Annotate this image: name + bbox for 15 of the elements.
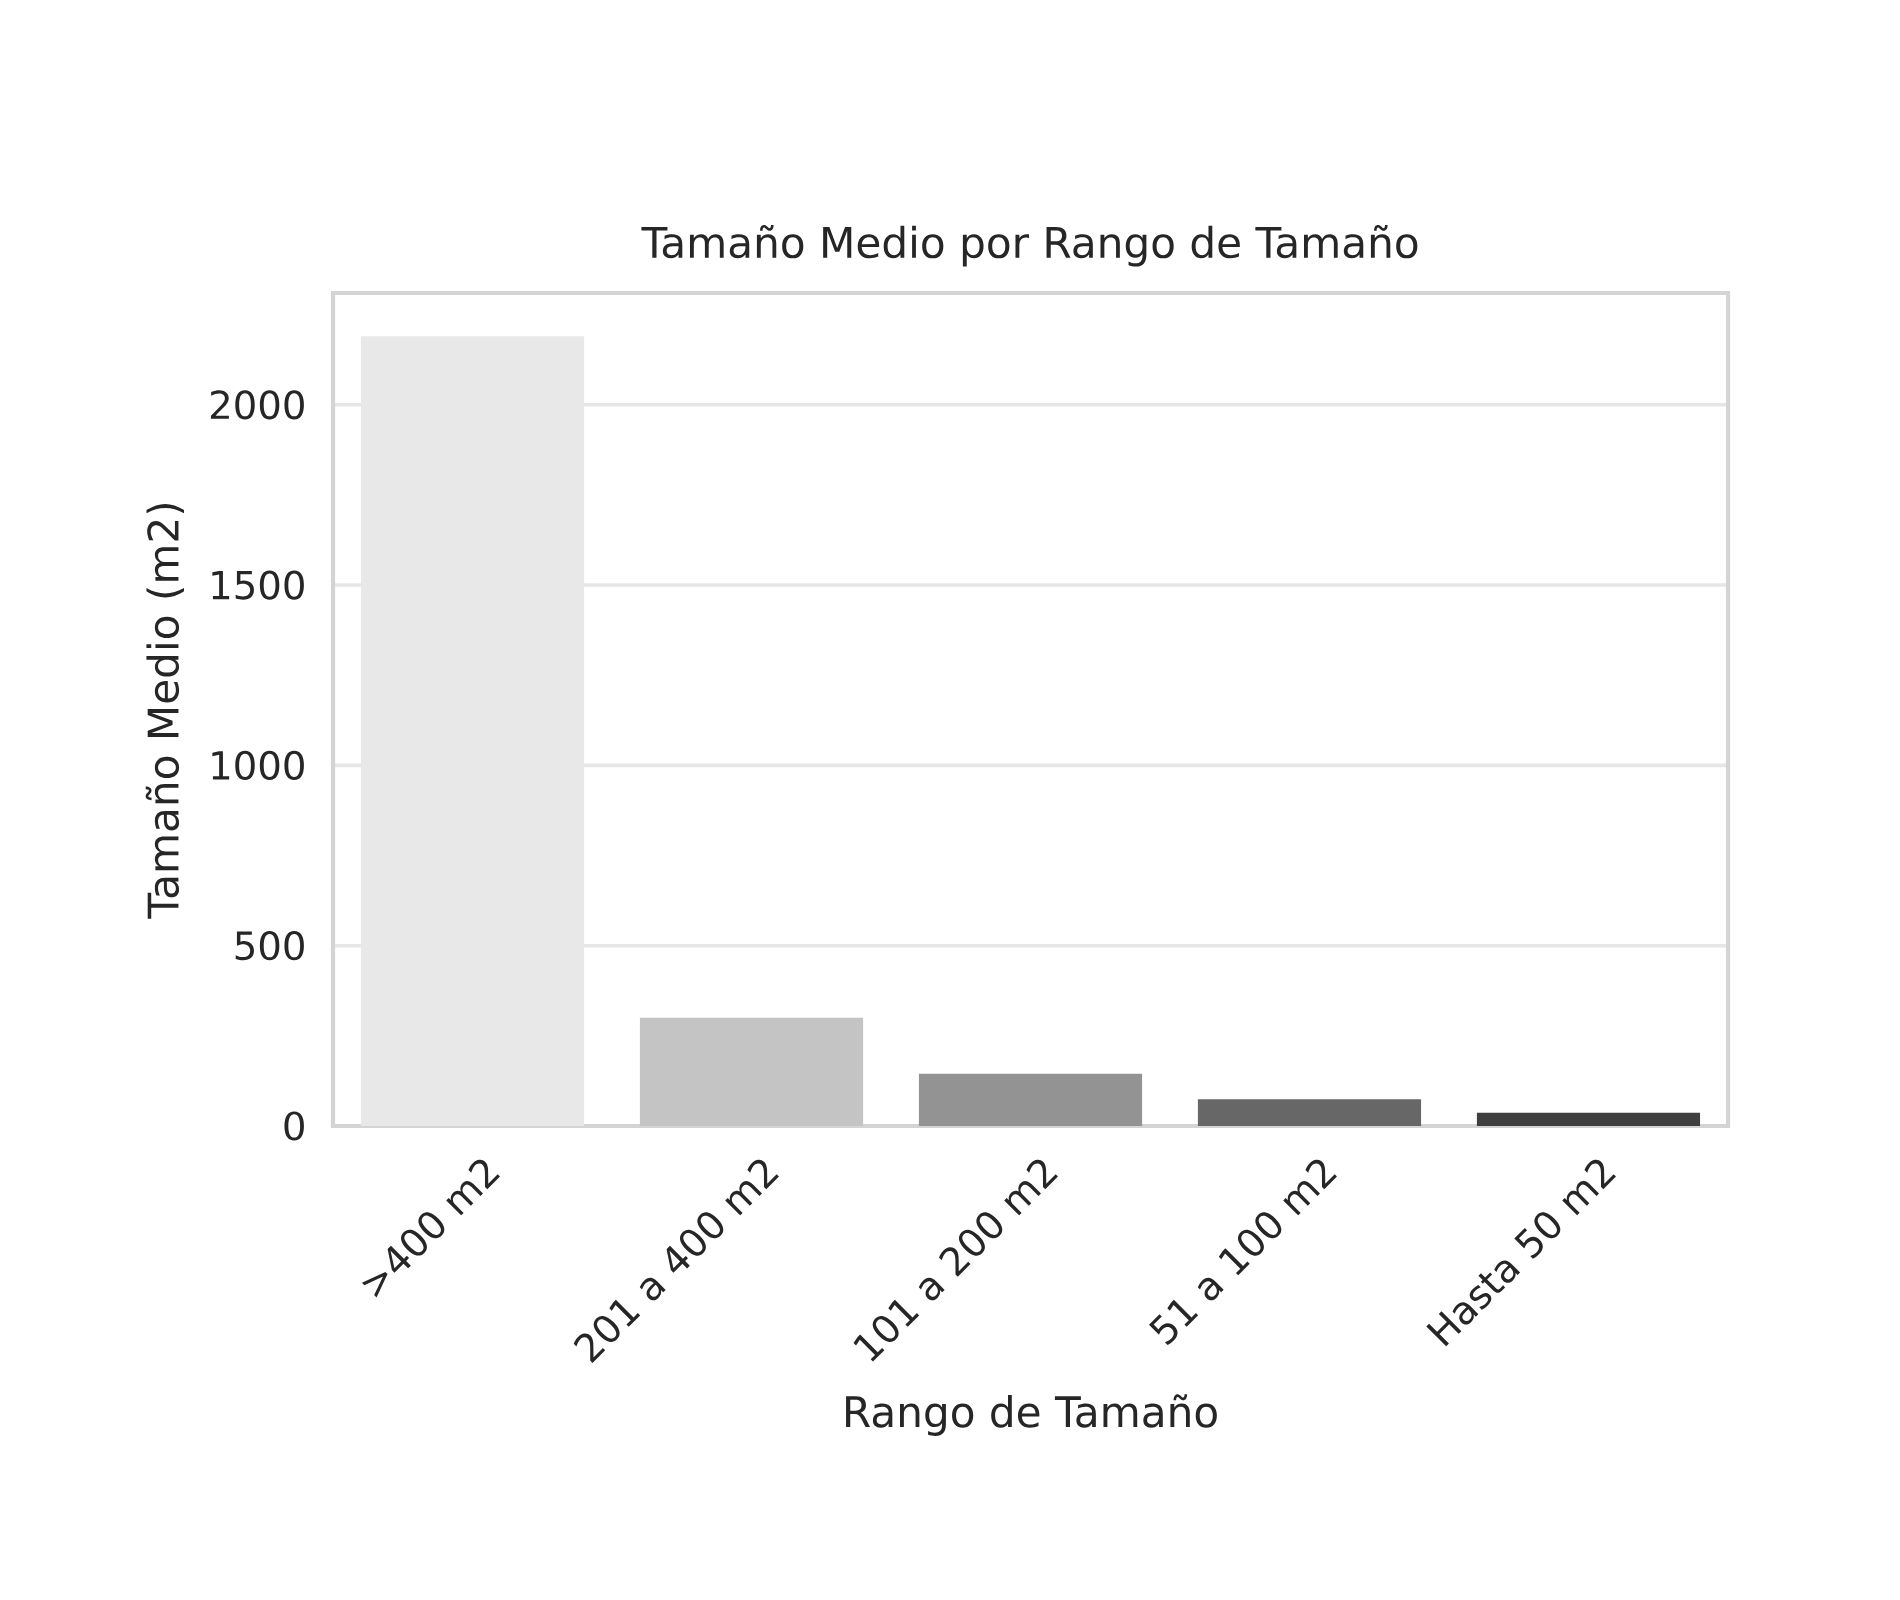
bar — [1476, 1112, 1701, 1126]
y-tick-label: 0 — [284, 1111, 304, 1141]
bar — [639, 1017, 864, 1126]
x-tick-label: 51 a 100 m2 — [1149, 1159, 1337, 1346]
x-axis-title: Rango de Tamaño — [846, 1394, 1217, 1436]
bar — [1197, 1099, 1422, 1126]
y-tick-label: 2000 — [210, 390, 304, 420]
y-tick-label: 1500 — [212, 570, 304, 600]
y-tick-label: 500 — [235, 931, 304, 961]
chart-title: Tamaño Medio por Rango de Tamaño — [641, 224, 1418, 267]
y-axis-title: Tamaño Medio (m2) — [145, 503, 185, 919]
x-tick-label: 101 a 200 m2 — [853, 1159, 1058, 1362]
x-tick-label: 201 a 400 m2 — [573, 1159, 779, 1363]
bar — [918, 1073, 1143, 1126]
y-tick-label: 1000 — [212, 750, 304, 780]
